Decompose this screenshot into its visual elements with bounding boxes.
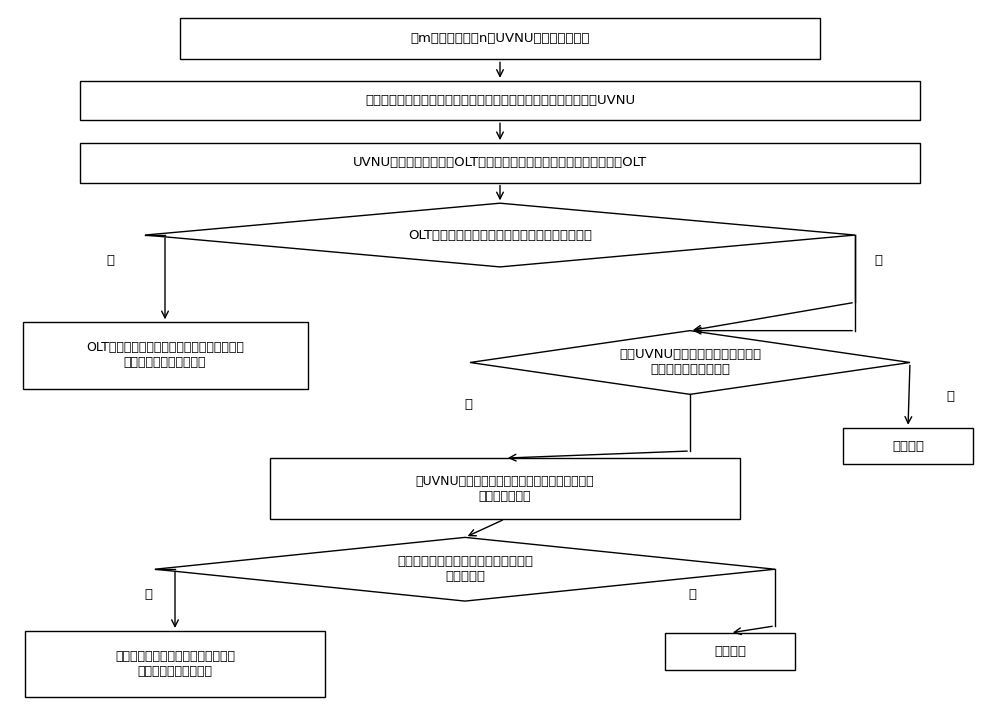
Text: 丢弃数据: 丢弃数据 [892,440,924,452]
Polygon shape [155,537,775,601]
Bar [80,81,920,120]
Text: 每个水下用户判断识别码与自身的识别
码是否相同: 每个水下用户判断识别码与自身的识别 码是否相同 [397,555,533,583]
Polygon shape [145,203,855,267]
Text: 某水下用户收集到数据后，通过可见光无线链路上行传输给相连的UVNU: 某水下用户收集到数据后，通过可见光无线链路上行传输给相连的UVNU [365,94,635,107]
Text: 否: 否 [688,588,696,601]
Text: 是: 是 [106,254,114,267]
Text: 每个UVNU收到数据后判断标识码与
自身的标识码是否相同: 每个UVNU收到数据后判断标识码与 自身的标识码是否相同 [619,348,761,377]
Bar [665,633,795,670]
Text: 丢弃数据: 丢弃数据 [714,645,746,658]
Bar [843,428,973,464]
Text: 否: 否 [874,254,882,267]
Text: 是: 是 [464,399,472,411]
Text: 否: 否 [946,390,954,403]
Text: 某UVNU将目的水下用户的识别码添加到数据帧中
将数据广播出去: 某UVNU将目的水下用户的识别码添加到数据帧中 将数据广播出去 [416,474,594,503]
Bar [180,18,820,59]
Text: 是: 是 [144,588,152,601]
Bar [270,458,740,519]
Polygon shape [470,331,910,394]
Text: 对m个水下用户和n个UVNU分别进行初始化: 对m个水下用户和n个UVNU分别进行初始化 [410,33,590,45]
Text: OLT将收到的数据向上发送到核心网，通过核
心网传输后到达目的终端: OLT将收到的数据向上发送到核心网，通过核 心网传输后到达目的终端 [86,341,244,370]
Text: OLT根据数据帧中的目的地址判断是否为陆地终端: OLT根据数据帧中的目的地址判断是否为陆地终端 [408,229,592,241]
Bar [23,322,308,389]
Bar [25,631,325,697]
Text: UVNU收到数据后，通过OLT分配的时隙资源，利用光纤将数据传输给OLT: UVNU收到数据后，通过OLT分配的时隙资源，利用光纤将数据传输给OLT [353,156,647,169]
Bar [80,143,920,183]
Text: 对数据进行解调后，以文字、语音或
视频的形式呈现给用户: 对数据进行解调后，以文字、语音或 视频的形式呈现给用户 [115,650,235,678]
